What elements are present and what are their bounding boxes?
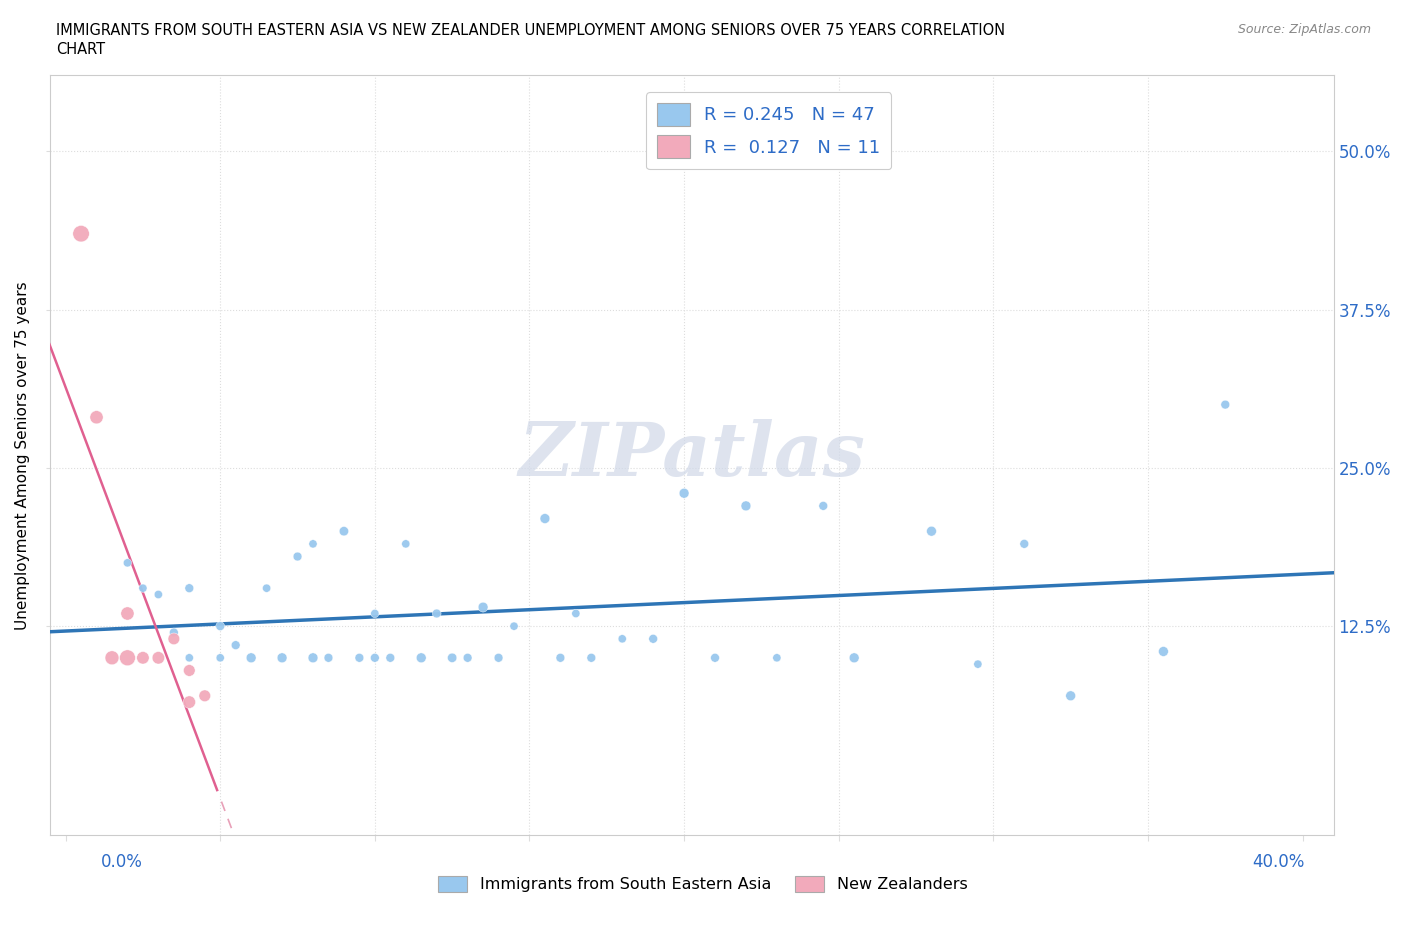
Point xyxy=(1012,537,1035,551)
Point xyxy=(194,688,217,703)
Text: 40.0%: 40.0% xyxy=(1253,853,1305,870)
Point xyxy=(488,650,510,665)
Point xyxy=(117,650,139,665)
Point xyxy=(117,555,139,570)
Point xyxy=(380,650,402,665)
Point xyxy=(256,580,278,595)
Point xyxy=(1152,644,1174,659)
Point xyxy=(1213,397,1236,412)
Text: 0.0%: 0.0% xyxy=(101,853,143,870)
Point xyxy=(503,618,526,633)
Point xyxy=(441,650,464,665)
Point xyxy=(673,485,696,500)
Point xyxy=(534,512,557,526)
Point xyxy=(364,606,387,621)
Point xyxy=(117,606,139,621)
Point xyxy=(132,580,155,595)
Text: Source: ZipAtlas.com: Source: ZipAtlas.com xyxy=(1237,23,1371,36)
Point xyxy=(704,650,727,665)
Point xyxy=(643,631,665,646)
Y-axis label: Unemployment Among Seniors over 75 years: Unemployment Among Seniors over 75 years xyxy=(15,281,30,630)
Point xyxy=(148,650,170,665)
Point xyxy=(179,695,201,710)
Point xyxy=(581,650,603,665)
Point xyxy=(457,650,479,665)
Point xyxy=(395,537,418,551)
Point xyxy=(132,650,155,665)
Legend: Immigrants from South Eastern Asia, New Zealanders: Immigrants from South Eastern Asia, New … xyxy=(432,870,974,898)
Text: ZIPatlas: ZIPatlas xyxy=(519,419,865,491)
Point xyxy=(612,631,634,646)
Point xyxy=(766,650,789,665)
Point xyxy=(209,618,232,633)
Point xyxy=(1059,688,1081,703)
Point xyxy=(179,650,201,665)
Point xyxy=(302,650,325,665)
Point xyxy=(70,226,93,241)
Point xyxy=(302,537,325,551)
Point xyxy=(209,650,232,665)
Point xyxy=(426,606,449,621)
Legend: R = 0.245   N = 47, R =  0.127   N = 11: R = 0.245 N = 47, R = 0.127 N = 11 xyxy=(647,92,891,169)
Point xyxy=(967,657,990,671)
Point xyxy=(472,600,495,615)
Point xyxy=(179,663,201,678)
Point xyxy=(271,650,294,665)
Point xyxy=(844,650,866,665)
Point xyxy=(86,410,108,425)
Point xyxy=(550,650,572,665)
Point xyxy=(240,650,263,665)
Point xyxy=(364,650,387,665)
Point xyxy=(921,524,943,538)
Point xyxy=(318,650,340,665)
Point xyxy=(163,631,186,646)
Point xyxy=(565,606,588,621)
Text: CHART: CHART xyxy=(56,42,105,57)
Point xyxy=(813,498,835,513)
Point xyxy=(349,650,371,665)
Point xyxy=(225,638,247,653)
Point xyxy=(163,625,186,640)
Point xyxy=(101,650,124,665)
Point xyxy=(287,549,309,564)
Point xyxy=(735,498,758,513)
Text: IMMIGRANTS FROM SOUTH EASTERN ASIA VS NEW ZEALANDER UNEMPLOYMENT AMONG SENIORS O: IMMIGRANTS FROM SOUTH EASTERN ASIA VS NE… xyxy=(56,23,1005,38)
Point xyxy=(148,587,170,602)
Point xyxy=(411,650,433,665)
Point xyxy=(333,524,356,538)
Point xyxy=(179,580,201,595)
